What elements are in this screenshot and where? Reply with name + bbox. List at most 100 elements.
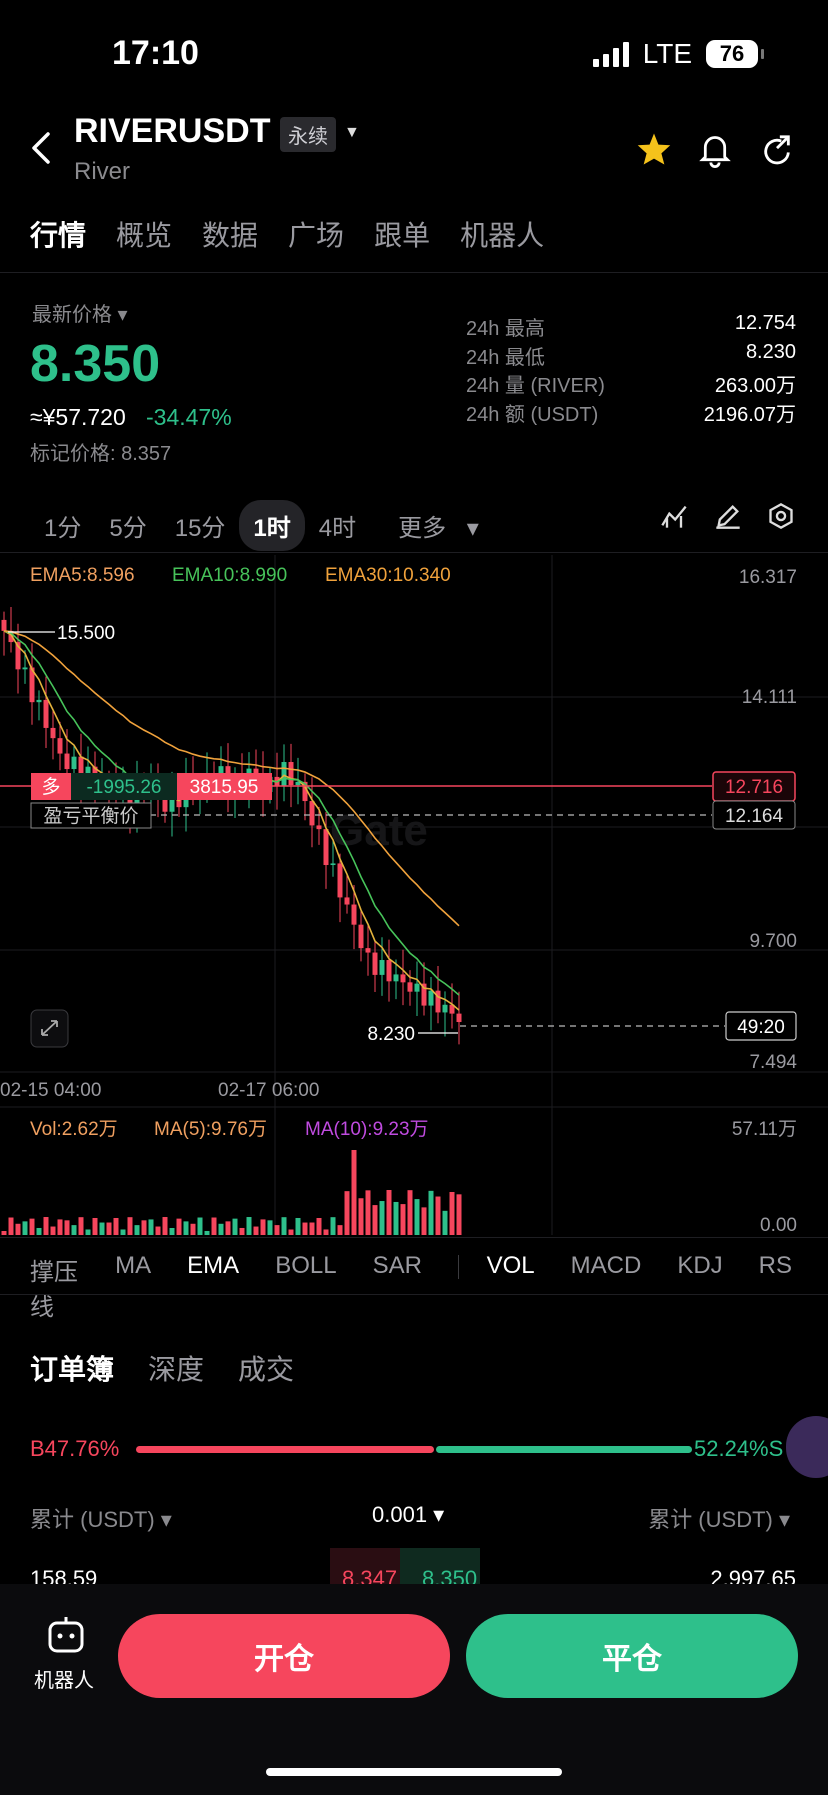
close-position-button[interactable]: 平仓 (466, 1614, 798, 1698)
back-button[interactable] (30, 130, 52, 176)
candle-body (295, 781, 301, 786)
candle-body (288, 762, 294, 786)
breakeven-tag (30, 802, 152, 829)
volume-bar (442, 1210, 448, 1235)
volume-bar (85, 1229, 91, 1235)
volume-bar (372, 1205, 378, 1235)
tab-market[interactable]: 行情 (30, 220, 87, 251)
volume-bar (407, 1190, 413, 1235)
chevron-left-icon (32, 132, 50, 164)
candle-body (456, 1013, 462, 1023)
ind-ema[interactable]: EMA (187, 1252, 240, 1279)
volume-bar (15, 1223, 21, 1235)
ind-boll[interactable]: BOLL (275, 1252, 337, 1279)
tf-1m[interactable]: 1分 (44, 515, 82, 542)
volume-bar (211, 1217, 217, 1235)
precision-selector[interactable]: 0.001 ▾ (372, 1502, 445, 1527)
share-icon[interactable] (760, 134, 794, 176)
floating-assistant-button[interactable] (786, 1416, 828, 1478)
volume-bar (204, 1230, 210, 1235)
candlestick-chart[interactable]: Gate EMA5:8.596 EMA10:8.990 EMA30:10.340… (0, 555, 828, 1235)
divider (0, 552, 828, 553)
ind-macd[interactable]: MACD (570, 1252, 642, 1279)
network-label: LTE (642, 38, 692, 69)
volume-bar (197, 1217, 203, 1235)
candle-body (379, 960, 385, 975)
vol-min: 0.00 (760, 1215, 797, 1235)
volume-bar (309, 1222, 315, 1235)
ind-rsi[interactable]: RS (758, 1252, 792, 1279)
indicator-icon[interactable] (660, 502, 688, 537)
tf-1h[interactable]: 1时 (239, 500, 305, 551)
divider (0, 1294, 828, 1295)
tab-orderbook[interactable]: 订单簿 (30, 1354, 115, 1385)
candle-body (71, 756, 77, 770)
candle-body (386, 960, 392, 982)
tf-more[interactable]: 更多 ▾ (398, 515, 479, 542)
candle-body (421, 983, 427, 1006)
open-position-button[interactable]: 开仓 (118, 1614, 450, 1698)
expand-chart-button[interactable] (30, 1009, 69, 1048)
x-tick: 02-17 06:00 (218, 1080, 319, 1101)
position-tag[interactable]: 多 -1995.26 3815.95 (31, 773, 272, 800)
indicator-tabs: 撑压线 MA EMA BOLL SAR VOL MACD KDJ RS (30, 1252, 828, 1322)
tab-trades[interactable]: 成交 (238, 1354, 295, 1385)
tab-overview[interactable]: 概览 (116, 220, 173, 251)
buy-ratio-bar (136, 1446, 434, 1453)
chart-settings-icon[interactable] (767, 502, 795, 537)
latest-price-label[interactable]: 最新价格 ▾ (32, 304, 128, 326)
breakeven-price-tag (712, 800, 796, 830)
favorite-star-icon[interactable] (636, 132, 672, 174)
tab-bot[interactable]: 机器人 (460, 220, 545, 251)
tab-depth[interactable]: 深度 (148, 1354, 205, 1385)
candle-body (435, 990, 441, 1013)
divider (0, 1237, 828, 1238)
volume-bar (162, 1217, 168, 1235)
candle-body (36, 699, 42, 703)
ind-sar[interactable]: SAR (372, 1252, 422, 1279)
tab-data[interactable]: 数据 (202, 220, 259, 251)
tab-square[interactable]: 广场 (288, 220, 345, 251)
ind-support[interactable]: 撑压线 (30, 1259, 78, 1321)
volume-bar (421, 1207, 427, 1235)
candle-body (176, 796, 182, 808)
ind-ma[interactable]: MA (115, 1252, 152, 1279)
bot-label: 机器人 (34, 1670, 94, 1692)
candle-body (253, 768, 259, 775)
volume-bar (337, 1225, 343, 1235)
candle-body (8, 630, 14, 643)
ind-vol[interactable]: VOL (486, 1252, 535, 1279)
tf-5m[interactable]: 5分 (109, 515, 147, 542)
24h-stats: 24h 最高 12.754 24h 最低 8.230 24h 量 (RIVER) 26… (466, 312, 796, 426)
tab-copy-trade[interactable]: 跟单 (374, 220, 431, 251)
volume-bar (239, 1227, 245, 1235)
status-indicators: LTE 76 (592, 38, 764, 70)
ind-kdj[interactable]: KDJ (677, 1252, 723, 1279)
volume-bar (148, 1219, 154, 1235)
position-value: 3815.95 (190, 777, 259, 798)
bid-depth-bg (330, 1548, 400, 1584)
bot-button[interactable] (30, 1615, 102, 1687)
volume-bar (393, 1201, 399, 1235)
position-price: 12.716 (725, 777, 783, 798)
vol-max: 57.11万 (732, 1119, 797, 1140)
ask-cumulative-header[interactable]: 累计 (USDT) ▾ (648, 1507, 790, 1532)
symbol-dropdown-icon[interactable]: ▼ (344, 124, 360, 141)
orderbook-tabs: 订单簿 深度 成交 (30, 1348, 294, 1388)
volume-bar (141, 1220, 147, 1235)
bid-cumulative-header[interactable]: 累计 (USDT) ▾ (30, 1507, 172, 1532)
sell-ratio: 52.24%S (694, 1436, 784, 1461)
volume-bar (225, 1221, 231, 1235)
volume-bar (379, 1201, 385, 1235)
last-price: 8.350 (30, 335, 161, 393)
low-label: 8.230 (367, 1024, 415, 1045)
draw-pencil-icon[interactable] (714, 502, 742, 537)
tf-4h[interactable]: 4时 (318, 515, 357, 542)
volume-bar (295, 1217, 301, 1235)
candle-body (337, 863, 343, 898)
bell-icon[interactable] (698, 132, 732, 176)
candle-body (407, 982, 413, 992)
tf-15m[interactable]: 15分 (174, 515, 226, 542)
symbol-title[interactable]: RIVERUSDT (74, 112, 271, 150)
robot-icon (48, 1617, 84, 1653)
